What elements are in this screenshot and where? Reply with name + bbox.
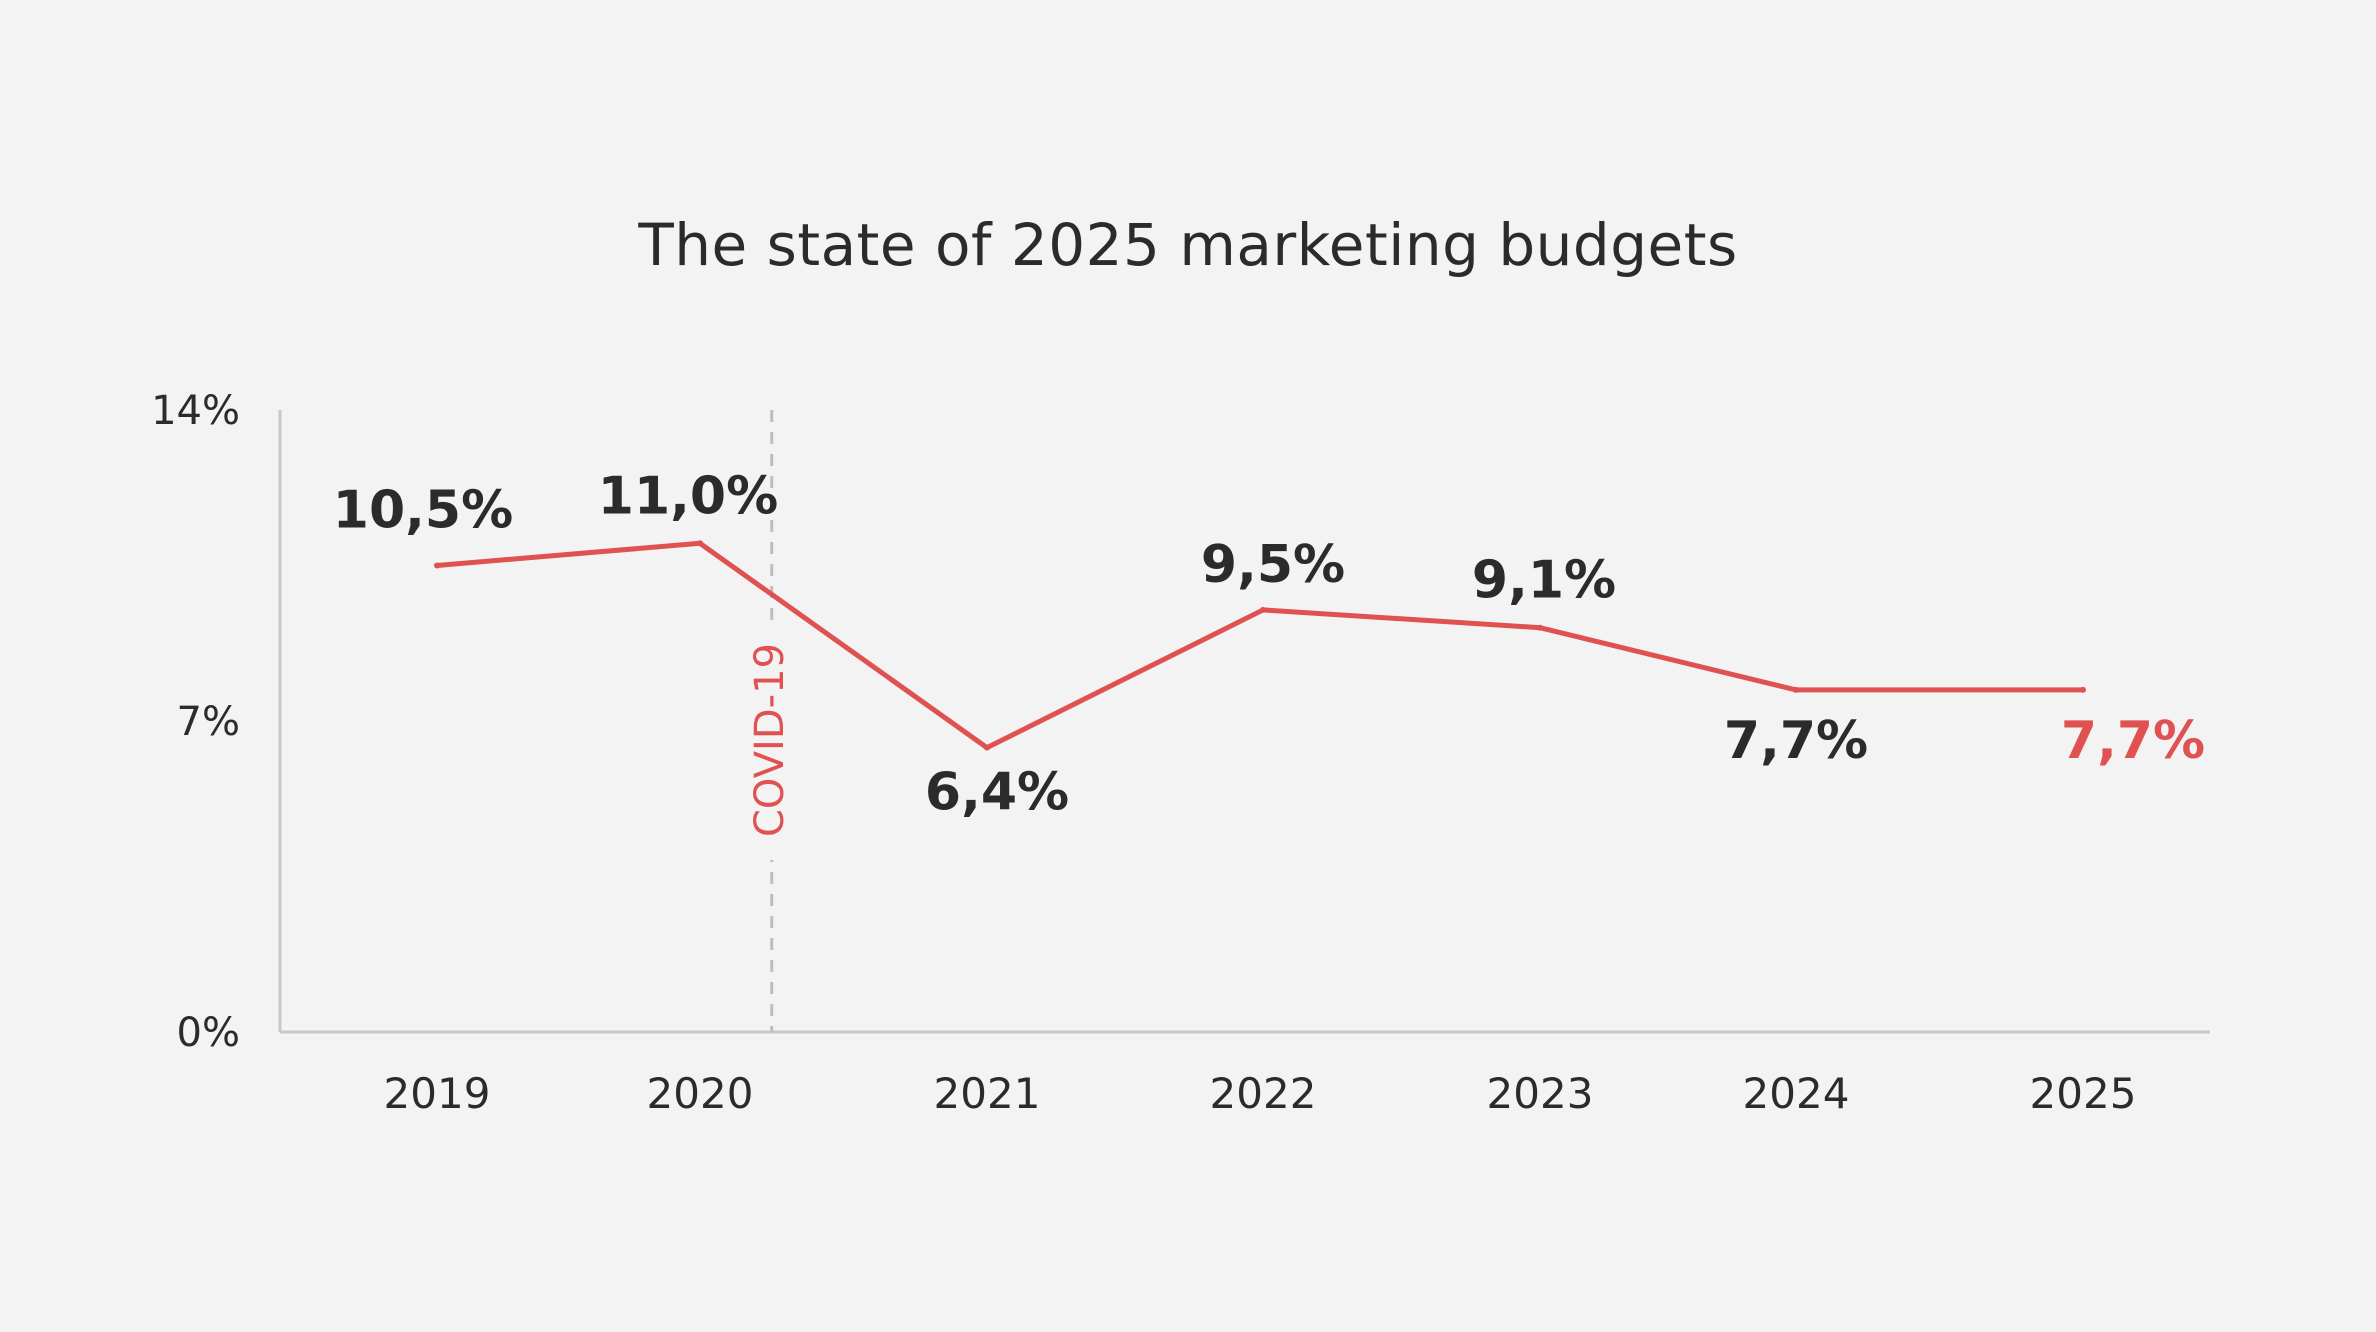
x-tick-label: 2025 [2030,1069,2137,1118]
series [434,540,2086,751]
y-tick-label: 0% [177,1010,240,1056]
data-label: 11,0% [598,466,778,526]
data-label: 6,4% [925,763,1069,823]
data-point [984,744,990,751]
covid-annotation-label: COVID-19 [747,643,793,837]
axes [278,410,2210,1034]
x-tick-label: 2023 [1487,1069,1594,1118]
data-point [1260,606,1266,613]
chart-title: The state of 2025 marketing budgets [637,211,1737,279]
ticks: 0% 7% 14% 2019 2020 2021 2022 2023 2024 2025 [151,388,2136,1118]
data-label: 9,1% [1472,551,1616,611]
data-point [2080,686,2086,693]
x-tick-label: 2024 [1743,1069,1850,1118]
x-tick-label: 2020 [647,1069,754,1118]
data-point [434,562,440,569]
x-tick-label: 2021 [934,1069,1041,1118]
data-label: 7,7% [2061,711,2205,771]
x-tick-label: 2019 [384,1069,491,1118]
data-point [1793,686,1799,693]
y-tick-label: 14% [151,388,240,434]
y-tick-label: 7% [177,699,240,745]
x-tick-label: 2022 [1210,1069,1317,1118]
data-point [1537,624,1543,631]
data-labels: 10,5% 11,0% 6,4% 9,5% 9,1% 7,7% 7,7% [333,466,2205,822]
data-label: 7,7% [1724,711,1868,771]
covid-annotation-gap [745,620,798,860]
annotations: COVID-19 [745,410,798,1032]
data-point [697,540,703,547]
data-label: 10,5% [333,481,513,541]
data-label: 9,5% [1201,535,1345,595]
